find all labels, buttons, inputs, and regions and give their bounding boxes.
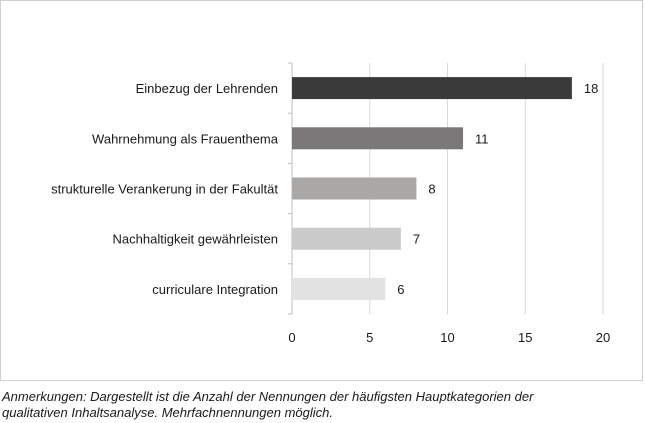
category-label-1: Wahrnehmung als Frauenthema [92, 131, 279, 146]
value-label-0: 18 [584, 81, 598, 96]
bar-0 [292, 77, 572, 100]
category-label-4: curriculare Integration [152, 282, 278, 297]
bar-4 [292, 277, 386, 300]
value-label-3: 7 [413, 232, 420, 247]
bar-3 [292, 227, 401, 250]
x-tick-label-3: 15 [518, 330, 532, 345]
value-label-1: 11 [475, 131, 489, 146]
x-tick-label-4: 20 [596, 330, 610, 345]
note-line-2: qualitativen Inhaltsanalyse. Mehrfachnen… [2, 405, 333, 420]
x-tick-label-0: 0 [288, 330, 295, 345]
value-label-2: 8 [428, 182, 435, 197]
category-label-0: Einbezug der Lehrenden [136, 81, 278, 96]
value-label-4: 6 [397, 282, 404, 297]
bar-1 [292, 127, 464, 150]
bar-2 [292, 177, 417, 200]
category-label-3: Nachhaltigkeit gewährleisten [113, 232, 278, 247]
note-line-1: Anmerkungen: Dargestellt ist die Anzahl … [2, 389, 534, 404]
x-tick-label-1: 5 [366, 330, 373, 345]
x-tick-label-2: 10 [440, 330, 454, 345]
bar-chart: Einbezug der Lehrenden 18 Wahrnehmung als … [51, 62, 610, 345]
category-label-2: strukturelle Verankerung in der Fakultät [51, 182, 278, 197]
chart-note: Anmerkungen: Dargestellt ist die Anzahl … [2, 389, 642, 421]
